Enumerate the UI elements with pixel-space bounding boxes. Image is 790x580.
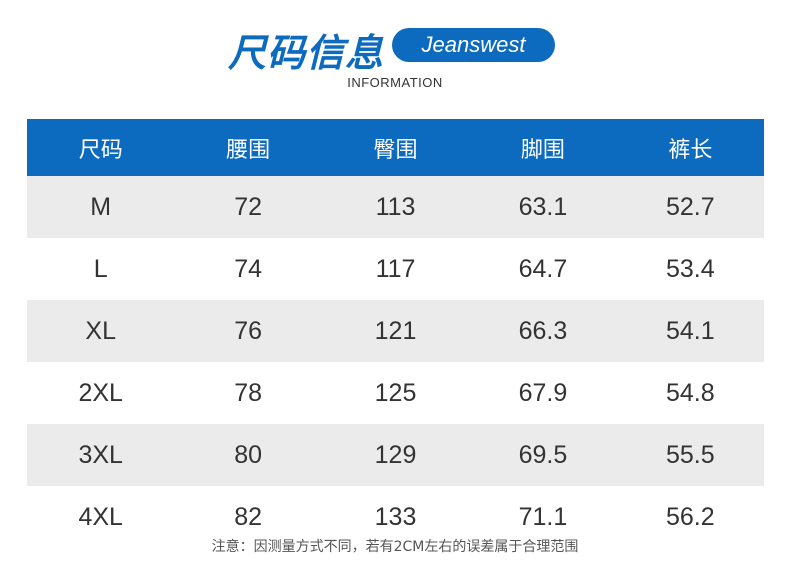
size-table: 尺码 腰围 臀围 脚围 裤长 M 72 113 63.1 52.7 L 74 1…: [27, 119, 764, 548]
table-cell: L: [93, 254, 108, 283]
brand-logo: Jeanswest: [392, 28, 555, 62]
table-cell: 54.1: [665, 316, 715, 345]
column-header-length: 裤长: [668, 137, 713, 163]
column-header-hip: 臀围: [373, 137, 418, 163]
table-cell: 117: [375, 254, 416, 283]
table-row: 3XL 80 129 69.5 55.5: [27, 424, 764, 486]
table-row: XL 76 121 66.3 54.1: [27, 300, 764, 362]
table-cell: 52.7: [665, 192, 715, 221]
column-header-waist: 腰围: [226, 137, 271, 163]
table-cell: 80: [234, 440, 263, 469]
table-cell: 113: [375, 192, 416, 221]
table-row: M 72 113 63.1 52.7: [27, 176, 764, 238]
table-cell: 55.5: [665, 440, 715, 469]
table-row: L 74 117 64.7 53.4: [27, 238, 764, 300]
table-cell: 4XL: [78, 502, 123, 531]
table-cell: 121: [374, 316, 417, 345]
table-header-row: 尺码 腰围 臀围 脚围 裤长: [27, 119, 764, 176]
table-cell: 133: [374, 502, 417, 531]
table-cell: 3XL: [78, 440, 123, 469]
table-cell: 2XL: [78, 378, 123, 407]
table-cell: 69.5: [518, 440, 568, 469]
table-cell: M: [90, 192, 112, 221]
table-cell: 125: [374, 378, 417, 407]
table-cell: 67.9: [518, 378, 568, 407]
table-row: 2XL 78 125 67.9 54.8: [27, 362, 764, 424]
column-header-leg-opening: 脚围: [520, 137, 565, 163]
header: 尺码信息 Jeanswest INFORMATION: [0, 0, 790, 100]
table-cell: 82: [234, 502, 263, 531]
table-cell: XL: [85, 316, 116, 345]
table-cell: 129: [374, 440, 417, 469]
table-cell: 64.7: [518, 254, 568, 283]
table-cell: 63.1: [518, 192, 568, 221]
table-cell: 74: [234, 254, 263, 283]
measurement-note: 注意：因测量方式不同，若有2CM左右的误差属于合理范围: [211, 539, 579, 555]
table-cell: 56.2: [665, 502, 715, 531]
column-header-size: 尺码: [78, 137, 123, 163]
table-cell: 54.8: [665, 378, 715, 407]
page-subtitle: INFORMATION: [347, 75, 443, 90]
table-cell: 71.1: [518, 502, 568, 531]
table-cell: 53.4: [665, 254, 715, 283]
table-cell: 66.3: [518, 316, 568, 345]
table-cell: 78: [234, 378, 263, 407]
page-title: 尺码信息: [228, 31, 385, 75]
table-cell: 72: [234, 192, 263, 221]
table-cell: 76: [234, 316, 263, 345]
table-row: 4XL 82 133 71.1 56.2: [27, 486, 764, 548]
